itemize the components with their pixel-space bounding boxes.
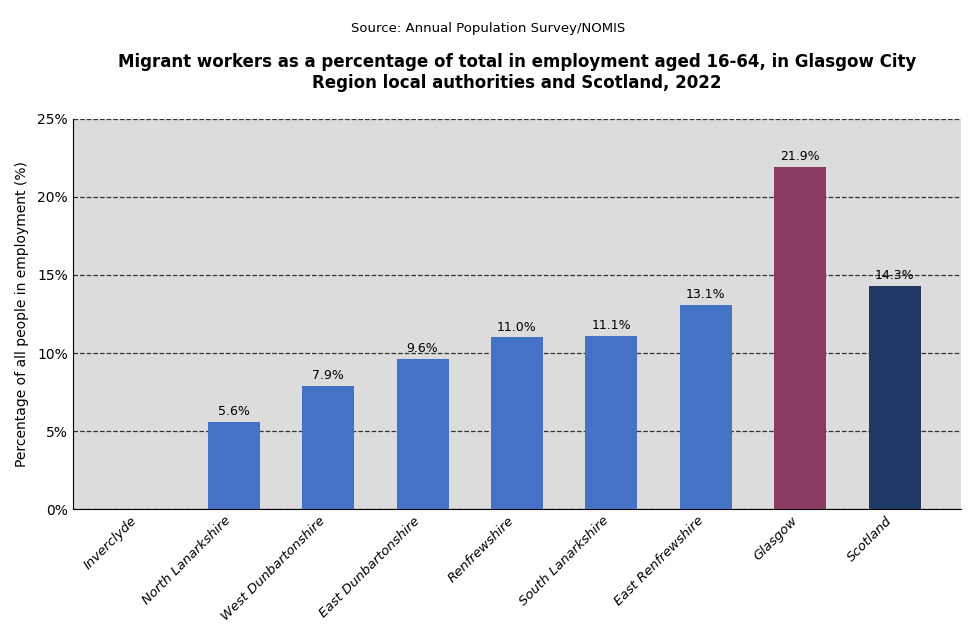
Text: 11.1%: 11.1% [591,319,631,332]
Bar [396,359,449,509]
Title: Migrant workers as a percentage of total in employment aged 16-64, in Glasgow Ci: Migrant workers as a percentage of total… [118,54,916,92]
Bar [491,338,543,509]
Text: Source: Annual Population Survey/NOMIS: Source: Annual Population Survey/NOMIS [351,22,625,35]
Text: 7.9%: 7.9% [312,369,345,382]
Text: 5.6%: 5.6% [218,405,250,418]
Text: 21.9%: 21.9% [781,150,820,163]
Bar [680,304,732,509]
Bar [774,167,827,509]
Bar [869,286,920,509]
Bar [303,386,354,509]
Bar [208,422,260,509]
Text: 13.1%: 13.1% [686,288,725,300]
Y-axis label: Percentage of all people in employment (%): Percentage of all people in employment (… [15,161,29,467]
Text: 9.6%: 9.6% [407,343,438,355]
Text: 14.3%: 14.3% [874,269,915,282]
Text: 11.0%: 11.0% [497,320,537,334]
Bar [586,336,637,509]
